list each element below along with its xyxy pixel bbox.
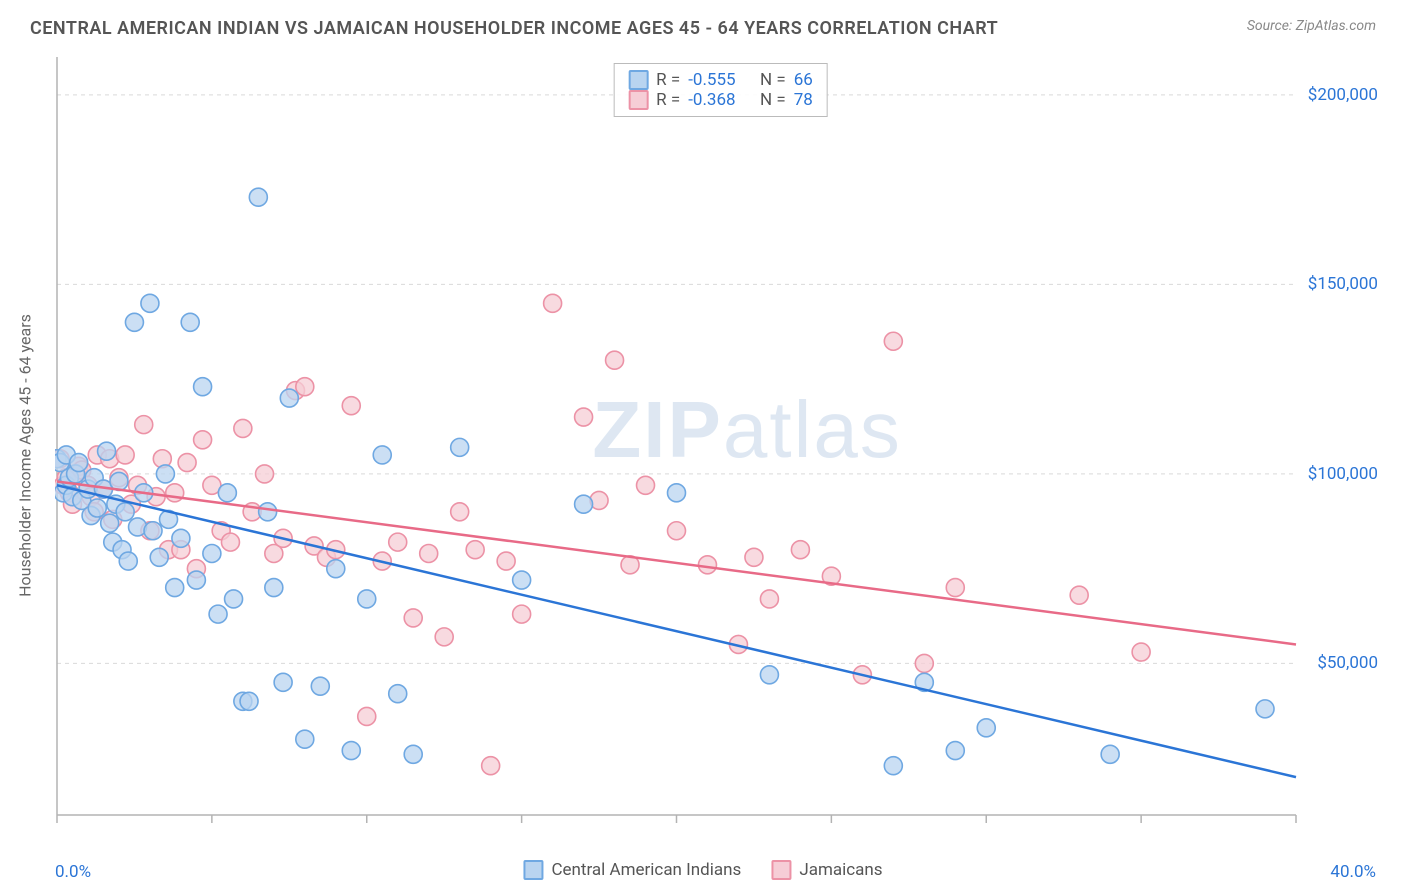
legend-label-b: Jamaicans [799, 860, 882, 880]
n-label: N = [760, 90, 786, 110]
r-label: R = [656, 70, 680, 90]
correlation-box: R = -0.555 N = 66 R = -0.368 N = 78 [613, 63, 828, 117]
n-value-a: 66 [794, 70, 813, 90]
y-tick-label: $50,000 [1317, 653, 1378, 673]
legend-item-a: Central American Indians [523, 860, 741, 880]
scatter-plot [55, 55, 1386, 837]
legend-item-b: Jamaicans [771, 860, 882, 880]
y-tick-label: $100,000 [1308, 464, 1378, 484]
correlation-row-a: R = -0.555 N = 66 [628, 70, 813, 90]
swatch-a-icon [523, 860, 543, 880]
r-value-b: -0.368 [688, 90, 735, 110]
chart-title: CENTRAL AMERICAN INDIAN VS JAMAICAN HOUS… [30, 18, 998, 39]
n-value-b: 78 [794, 90, 813, 110]
n-label: N = [760, 70, 786, 90]
bottom-legend: Central American Indians Jamaicans [523, 860, 882, 880]
y-tick-label: $200,000 [1308, 85, 1378, 105]
y-axis-label: Householder Income Ages 45 - 64 years [16, 314, 35, 597]
chart-header: CENTRAL AMERICAN INDIAN VS JAMAICAN HOUS… [0, 0, 1406, 39]
swatch-b-icon [771, 860, 791, 880]
source-label: Source: ZipAtlas.com [1247, 18, 1376, 34]
x-axis-min-label: 0.0% [55, 862, 91, 882]
correlation-row-b: R = -0.368 N = 78 [628, 90, 813, 110]
swatch-a-icon [628, 70, 648, 90]
chart-area: Householder Income Ages 45 - 64 years ZI… [55, 55, 1386, 837]
y-tick-label: $150,000 [1308, 274, 1378, 294]
r-label: R = [656, 90, 680, 110]
legend-label-a: Central American Indians [551, 860, 741, 880]
r-value-a: -0.555 [688, 70, 735, 90]
swatch-b-icon [628, 90, 648, 110]
x-axis-max-label: 40.0% [1330, 862, 1376, 882]
